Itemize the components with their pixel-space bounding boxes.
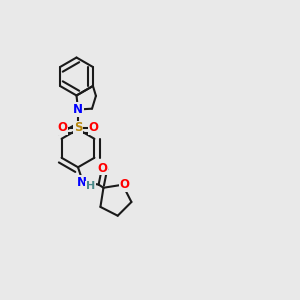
Text: H: H — [86, 181, 95, 191]
Text: O: O — [97, 162, 107, 175]
Text: O: O — [57, 121, 67, 134]
Text: N: N — [73, 103, 83, 116]
Text: S: S — [74, 121, 82, 134]
Text: O: O — [119, 178, 129, 191]
Text: O: O — [89, 121, 99, 134]
Text: N: N — [76, 176, 86, 189]
